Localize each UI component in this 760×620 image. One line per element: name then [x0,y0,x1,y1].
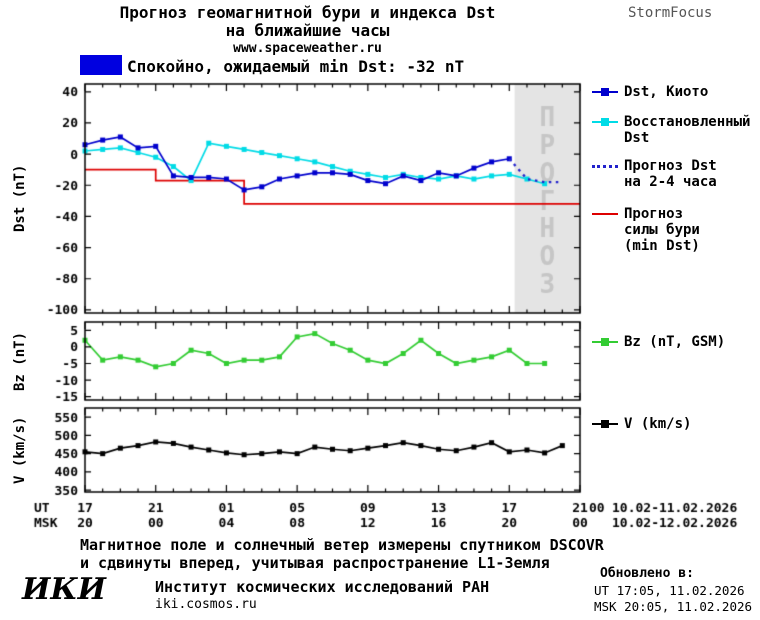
legend-storm-forecast: Прогноз силы бури (min Dst) [592,206,700,254]
website-link[interactable]: www.spaceweather.ru [233,41,382,56]
iki-site-link[interactable]: iki.cosmos.ru [155,597,257,612]
header: Прогноз геомагнитной бури и индекса Dst … [0,3,615,57]
page-subtitle: на ближайшие часы [225,21,390,40]
page-title: Прогноз геомагнитной бури и индекса Dst [119,3,496,22]
status-text: Спокойно, ожидаемый min Dst: -32 nT [127,57,465,76]
updated-msk-time: MSK 20:05, 11.02.2026 [594,599,753,614]
legend-bz: Bz (nT, GSM) [592,334,725,350]
bz-marker-icon [592,336,618,348]
legend-bz-label: Bz (nT, GSM) [624,334,726,350]
forecast-dst-marker-icon [592,160,618,172]
updated-heading: Обновлено в: [600,566,694,581]
storm-forecast-marker-icon [592,208,618,220]
v-marker-icon [592,418,618,430]
legend-dst-kyoto-label: Dst, Киото [624,84,709,100]
dst-axis-label: Dst (nT) [12,164,28,233]
updated-ut-time: UT 17:05, 11.02.2026 [594,583,745,598]
legend-v-label: V (km/s) [624,416,692,432]
legend-v: V (km/s) [592,416,691,432]
legend-dst-kyoto: Dst, Киото [592,84,708,100]
iki-logo: ИКИ [22,572,106,607]
legend-restored-dst: Восстановленный Dst [592,114,750,146]
v-axis-label: V (km/s) [12,416,28,484]
status-color-swatch [80,55,122,75]
legend-restored-dst-label: Восстановленный Dst [624,114,751,146]
data-source-note-line2: и сдвинуты вперед, учитывая распростране… [80,554,550,572]
brand-label: StormFocus [628,5,713,21]
data-source-note-line1: Магнитное поле и солнечный ветер измерен… [80,536,604,554]
restored-dst-marker-icon [592,116,618,128]
bz-axis-label: Bz (nT) [12,331,28,391]
charts-canvas [0,0,760,535]
dst-kyoto-marker-icon [592,86,618,98]
institute-name: Институт космических исследований РАН [155,578,490,596]
legend-forecast-dst-label: Прогноз Dst на 2-4 часа [624,158,717,190]
legend-forecast-dst: Прогноз Dst на 2-4 часа [592,158,717,190]
legend-storm-forecast-label: Прогноз силы бури (min Dst) [624,206,700,254]
